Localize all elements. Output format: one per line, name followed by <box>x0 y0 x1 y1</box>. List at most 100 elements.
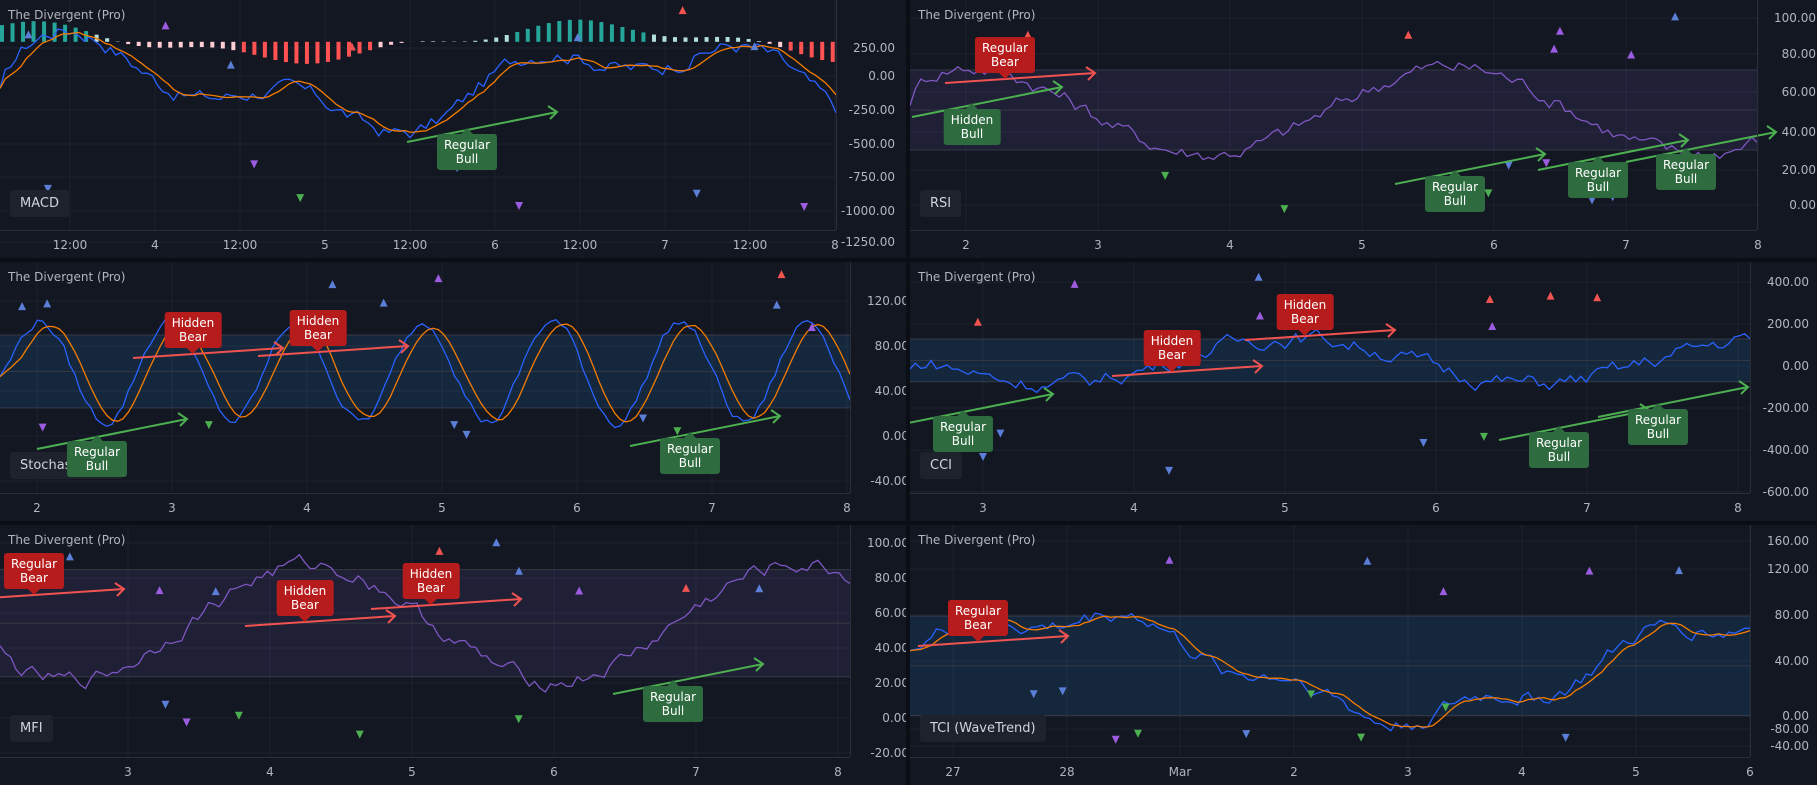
x-tick-label: 5 <box>1281 501 1289 515</box>
histogram-bar <box>483 39 488 42</box>
bear-signal-marker <box>226 60 235 69</box>
chart-svg[interactable] <box>0 262 906 521</box>
bear-divergence-label: Hidden Bear <box>164 312 222 354</box>
bear-signal-marker <box>435 546 444 555</box>
bear-signal-marker <box>434 274 443 283</box>
histogram-bar <box>725 37 730 42</box>
bear-signal-marker <box>1070 279 1079 288</box>
divergence-arrowhead <box>1052 80 1064 95</box>
bear-signal-marker <box>161 21 170 30</box>
histogram-bar <box>178 41 183 48</box>
bull-signal-marker <box>996 429 1005 438</box>
x-axis[interactable]: 27 28 Mar 2 3 4 5 6 <box>910 757 1754 785</box>
bear-signal-marker <box>1485 294 1494 303</box>
divergence-arrowhead <box>511 592 523 607</box>
histogram-bar <box>304 41 309 64</box>
y-tick-label: -500.00 <box>848 137 895 151</box>
bull-divergence-label: Regular Bull <box>436 128 498 170</box>
y-axis[interactable]: 400.00 200.00 0.00 -200.00 -400.00 -600.00 <box>1750 262 1815 499</box>
y-tick-label: -20.00 <box>870 746 906 760</box>
histogram-bar <box>651 34 656 42</box>
x-axis[interactable]: 2 3 4 5 6 7 8 <box>910 230 1762 258</box>
divergence-arrowhead <box>753 657 765 672</box>
y-tick-label: 40.00 <box>1781 125 1816 139</box>
bull-divergence-label: Hidden Bull <box>943 103 1001 145</box>
bull-signal-marker <box>1029 690 1038 699</box>
y-tick-label: 80.00 <box>1781 47 1816 61</box>
x-tick-label: 3 <box>1404 765 1412 779</box>
histogram-bar <box>673 37 678 42</box>
divergence-line <box>910 393 1054 424</box>
histogram-bar <box>126 41 131 45</box>
x-tick-label: 3 <box>979 501 987 515</box>
x-tick-label: 2 <box>962 238 970 252</box>
bear-signal-marker <box>347 42 356 51</box>
panel-divider[interactable] <box>0 258 1817 262</box>
histogram-bar <box>767 41 772 44</box>
bull-signal-marker <box>1588 196 1597 205</box>
y-axis[interactable]: 250.00 0.00 -250.00 -500.00 -750.00 -1000.00 -… <box>836 0 901 249</box>
histogram-bar <box>588 20 593 42</box>
histogram-bar <box>368 41 373 51</box>
x-tick-label: 5 <box>438 501 446 515</box>
y-axis[interactable]: 100.00 80.00 60.00 40.00 20.00 0.00 -20.00 <box>850 525 906 760</box>
bull-signal-marker <box>1307 690 1316 699</box>
histogram-bar <box>0 25 4 42</box>
chart-svg[interactable] <box>910 525 1817 785</box>
y-tick-label: -1250.00 <box>841 235 895 249</box>
histogram-bar <box>578 19 583 42</box>
histogram-bar <box>399 41 404 43</box>
y-axis[interactable]: 100.00 80.00 60.00 40.00 20.00 0.00 <box>1757 0 1817 230</box>
bear-signal-marker <box>807 323 816 332</box>
x-tick-label: Mar <box>1168 765 1192 779</box>
chart-svg[interactable] <box>0 0 906 258</box>
x-tick-label: 7 <box>692 765 700 779</box>
histogram-bar <box>389 41 394 45</box>
chart-svg[interactable] <box>910 0 1817 258</box>
x-tick-label: 8 <box>1754 238 1762 252</box>
chart-svg[interactable] <box>910 262 1817 521</box>
macd-panel: The Divergent (Pro) MACD Regular Bull 250… <box>0 0 906 258</box>
histogram-bar <box>830 41 835 62</box>
y-tick-label: 400.00 <box>1767 275 1809 289</box>
bull-signal-marker <box>450 421 459 430</box>
divergence-arrowhead <box>398 339 410 354</box>
y-axis[interactable]: 160.00 120.00 80.00 40.00 0.00 -40.00 -80.00 <box>1750 525 1815 757</box>
histogram-bar <box>473 40 478 42</box>
bear-signal-marker <box>18 302 27 311</box>
panel-divider[interactable] <box>0 521 1817 525</box>
divergence-arrowhead <box>1252 359 1264 374</box>
x-axis[interactable]: 3 4 5 6 7 8 <box>910 493 1750 521</box>
indicator-name: CCI <box>920 452 962 479</box>
x-axis[interactable]: 12:00 4 12:00 5 12:00 6 12:00 7 12:00 8 <box>0 230 839 258</box>
bear-signal-marker <box>328 280 337 289</box>
divergence-line <box>257 345 409 357</box>
panel-title: The Divergent (Pro) <box>918 8 1036 22</box>
histogram-bar <box>820 41 825 61</box>
x-tick-label: 12:00 <box>222 238 258 252</box>
panel-divider[interactable] <box>906 0 910 785</box>
histogram-bar <box>325 41 330 62</box>
indicator-name: MACD <box>10 190 69 217</box>
bear-divergence-label: Hidden Bear <box>276 580 334 622</box>
y-axis[interactable]: 120.00 80.00 40.00 0.00 -40.00 <box>850 262 906 493</box>
x-tick-label: 12:00 <box>52 238 88 252</box>
bull-divergence-label: Regular Bull <box>66 435 128 477</box>
divergence-arrowhead <box>1766 125 1778 140</box>
x-axis[interactable]: 3 4 5 6 7 8 <box>0 757 850 785</box>
histogram-bar <box>357 41 362 54</box>
histogram-bar <box>557 21 562 42</box>
divergence-line <box>0 588 125 599</box>
y-tick-label: 40.00 <box>874 384 906 398</box>
x-tick-label: 7 <box>1622 238 1630 252</box>
bull-signal-marker <box>1542 159 1551 168</box>
histogram-bar <box>641 32 646 42</box>
x-tick-label: 6 <box>550 765 558 779</box>
bear-divergence-label: Hidden Bear <box>402 563 460 605</box>
histogram-bar <box>494 37 499 42</box>
bull-signal-marker <box>1561 733 1570 742</box>
x-tick-label: 8 <box>1734 501 1742 515</box>
x-axis[interactable]: 2 3 4 5 6 7 8 <box>0 493 851 521</box>
divergence-line <box>944 72 1096 84</box>
histogram-bar <box>694 37 699 42</box>
